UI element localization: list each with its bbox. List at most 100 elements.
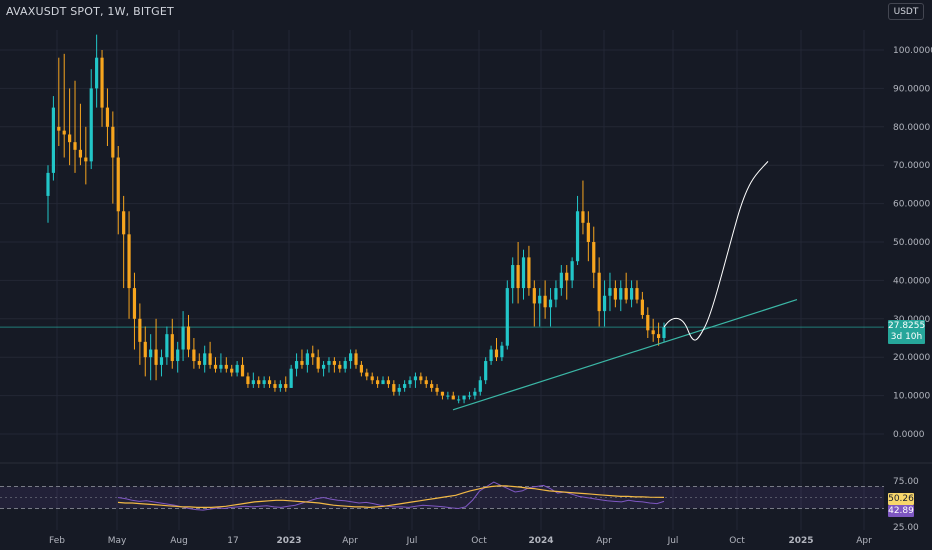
y-tick-label: 70.0000 [893, 161, 930, 171]
candle-body [154, 349, 158, 365]
candle-body [127, 234, 131, 289]
candle-body [289, 368, 293, 388]
currency-button[interactable]: USDT [888, 3, 924, 20]
y-tick-label: 0.0000 [893, 430, 925, 440]
x-tick-label: Apr [596, 536, 612, 546]
x-tick-label: Jul [406, 536, 418, 546]
candle-body [208, 353, 212, 365]
y-tick-label: 90.0000 [893, 84, 930, 94]
candle-body [62, 130, 66, 135]
candle-body [186, 326, 191, 350]
candle-body [159, 357, 164, 365]
candle-body [73, 142, 77, 150]
x-tick-label: 2023 [276, 536, 301, 546]
x-tick-label: Jul [667, 536, 679, 546]
candle-body [462, 395, 466, 400]
candle-body [84, 157, 88, 162]
candle-body [111, 126, 115, 158]
candle-body [440, 391, 445, 396]
candle-body [122, 211, 126, 235]
candle-body [629, 288, 634, 300]
candle-body [548, 299, 553, 308]
candle-body [257, 380, 261, 385]
candle-body [559, 272, 563, 289]
candle-body [354, 353, 358, 365]
rsi-value-label: 42.89 [888, 505, 914, 517]
candle-body [246, 376, 250, 385]
rsi-ma-line [117, 485, 665, 509]
candle-body [662, 327, 666, 338]
candle-body [143, 341, 147, 358]
candle-body [192, 349, 196, 362]
candle-body [381, 380, 385, 385]
candle-body [95, 57, 99, 89]
candle-body [651, 330, 655, 335]
candle-body [575, 211, 580, 262]
rsi-line [117, 481, 665, 511]
y-tick-label: 80.0000 [893, 123, 930, 133]
candle-body [484, 361, 488, 381]
candle-body [251, 380, 255, 385]
candle-body [619, 288, 623, 300]
x-tick-label: May [108, 536, 127, 546]
candle-body [640, 299, 644, 315]
candle-body [505, 288, 509, 346]
x-tick-label: 17 [227, 536, 238, 546]
candle-body [500, 345, 504, 358]
candle-body [68, 134, 72, 143]
trendline [452, 299, 798, 411]
candle-body [170, 334, 174, 362]
candle-body [516, 265, 520, 289]
candle-body [316, 357, 320, 369]
candle-body [51, 107, 56, 173]
candle-body [370, 376, 374, 381]
candle-body [278, 384, 282, 388]
y-tick-label: 40.0000 [893, 276, 930, 286]
x-tick-label: Feb [49, 536, 65, 546]
candle-body [230, 368, 234, 373]
last-price-value: 27.8255 [888, 321, 926, 331]
x-tick-label: 2024 [528, 536, 553, 546]
x-tick-label: Aug [170, 536, 188, 546]
candle-body [203, 353, 207, 365]
candle-body [165, 334, 169, 358]
candle-body [332, 361, 336, 365]
candle-body [489, 349, 493, 362]
candle-body [430, 384, 434, 388]
candle-body [586, 222, 590, 242]
y-tick-label: 50.0000 [893, 238, 930, 248]
candle-body [376, 380, 380, 385]
candle-body [365, 372, 369, 377]
rsi-tick-label: 75.00 [893, 477, 919, 487]
candle-body [100, 57, 104, 108]
candle-body [538, 295, 542, 304]
candle-body [89, 88, 93, 162]
candle-body [327, 361, 331, 365]
candle-body [338, 364, 342, 369]
candle-body [473, 391, 477, 396]
chart-title: AVAXUSDT SPOT, 1W, BITGET [6, 5, 174, 18]
candle-body [273, 384, 277, 388]
candle-body [532, 288, 536, 304]
candle-body [656, 334, 661, 338]
candle-body [521, 257, 526, 289]
candle-body [359, 364, 364, 373]
rsi-ma-value-label: 50.26 [888, 493, 914, 505]
candle-body [262, 380, 266, 385]
candle-body [138, 318, 142, 342]
candle-body [300, 361, 304, 365]
candle-body [403, 384, 407, 388]
candle-body [78, 149, 83, 158]
candle-body [294, 361, 299, 369]
x-tick-label: 2025 [788, 536, 813, 546]
candle-body [554, 288, 558, 300]
candle-body [570, 261, 574, 281]
x-tick-label: Oct [729, 536, 745, 546]
candle-body [235, 364, 239, 373]
candle-body [392, 384, 396, 392]
candle-body [181, 326, 185, 350]
candle-body [267, 380, 272, 385]
candle-body [494, 349, 499, 358]
candle-body [646, 314, 650, 331]
candle-body [213, 364, 218, 369]
